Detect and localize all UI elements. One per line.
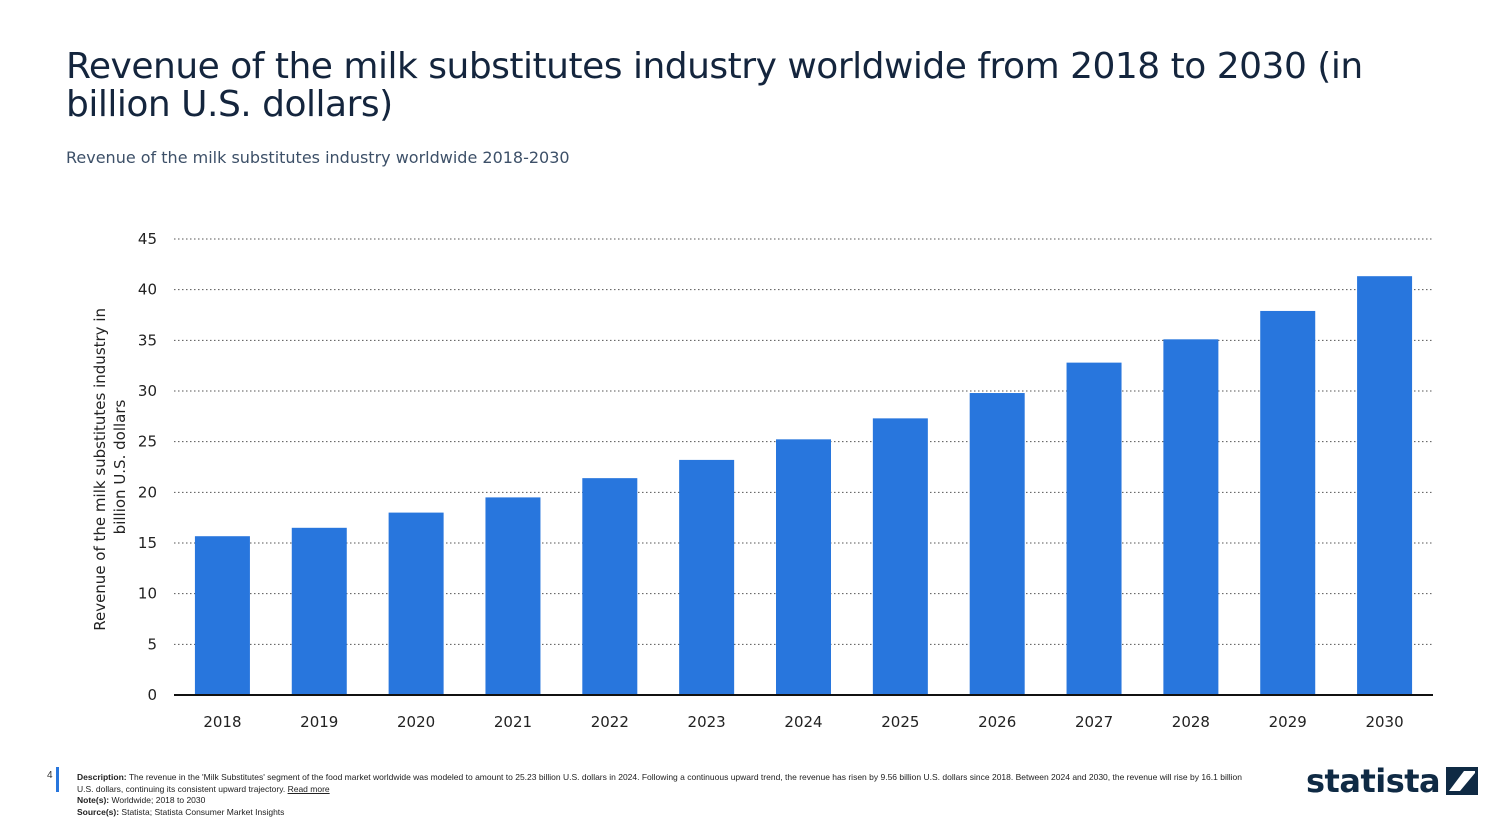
bar-2021[interactable] — [485, 497, 541, 695]
bar-2025[interactable] — [872, 418, 928, 695]
y-axis-label-line-2: billion U.S. dollars — [111, 399, 129, 534]
chart-title: Revenue of the milk substitutes industry… — [66, 46, 1363, 125]
y-tick-label: 5 — [147, 635, 157, 653]
x-tick-label: 2022 — [591, 713, 629, 731]
description-text: The revenue in the 'Milk Substitutes' se… — [77, 772, 1242, 794]
y-axis-ticks: 0 5 10 15 20 25 30 35 40 45 — [138, 230, 157, 704]
bar-2024[interactable] — [776, 439, 831, 695]
y-tick-label: 20 — [138, 483, 157, 501]
y-axis-label-line-1: Revenue of the milk substitutes industry… — [91, 308, 109, 631]
x-tick-label: 2020 — [397, 713, 435, 731]
x-tick-label: 2030 — [1365, 713, 1403, 731]
source-text: Statista; Statista Consumer Market Insig… — [121, 806, 285, 817]
notes-label: Note(s): — [77, 795, 110, 805]
notes-line: Note(s): Worldwide; 2018 to 2030 — [77, 795, 1257, 807]
bar-2023[interactable] — [679, 459, 735, 695]
bar-chart: 2018 2019 2020 2021 2022 2023 2024 2025 2026 2027… — [91, 230, 1433, 731]
description-label: Description: — [77, 772, 127, 782]
bar-2030[interactable] — [1357, 276, 1413, 695]
bar-2020[interactable] — [388, 512, 444, 695]
y-tick-label: 30 — [138, 382, 157, 400]
bar-2026[interactable] — [969, 393, 1025, 695]
x-tick-label: 2026 — [978, 713, 1016, 731]
footer-notes: Description: The revenue in the 'Milk Su… — [77, 772, 1257, 818]
chart-subtitle: Revenue of the milk substitutes industry… — [66, 148, 570, 167]
statista-logo[interactable]: statista — [1306, 762, 1479, 800]
logo-text: statista — [1306, 762, 1441, 800]
y-tick-label: 10 — [138, 585, 157, 603]
x-tick-label: 2025 — [881, 713, 919, 731]
y-tick-label: 40 — [138, 281, 157, 299]
x-axis-ticks: 2018 2019 2020 2021 2022 2023 2024 2025 2026 2027… — [203, 713, 1403, 731]
description-line: Description: The revenue in the 'Milk Su… — [77, 772, 1257, 795]
notes-text: Worldwide; 2018 to 2030 — [111, 795, 206, 805]
page-number: 4 — [47, 770, 53, 781]
x-tick-label: 2027 — [1075, 713, 1113, 731]
bar-2029[interactable] — [1260, 310, 1316, 695]
read-more-link[interactable]: Read more — [287, 783, 330, 794]
x-tick-label: 2018 — [203, 713, 241, 731]
page-marker — [56, 767, 59, 792]
y-tick-label: 25 — [138, 433, 157, 451]
y-tick-label: 35 — [138, 331, 157, 349]
x-tick-label: 2021 — [494, 713, 532, 731]
x-tick-label: 2028 — [1172, 713, 1210, 731]
x-tick-label: 2024 — [784, 713, 822, 731]
x-tick-label: 2019 — [300, 713, 338, 731]
y-axis-label: Revenue of the milk substitutes industry… — [91, 303, 129, 631]
y-tick-label: 0 — [147, 686, 157, 704]
y-tick-label: 45 — [138, 230, 157, 248]
y-tick-label: 15 — [138, 534, 157, 552]
bar-2022[interactable] — [582, 478, 638, 695]
x-tick-label: 2023 — [688, 713, 726, 731]
bars — [194, 276, 1413, 695]
bar-2028[interactable] — [1163, 339, 1219, 695]
x-tick-label: 2029 — [1269, 713, 1307, 731]
bar-2019[interactable] — [291, 527, 347, 695]
bar-2027[interactable] — [1066, 362, 1122, 695]
bar-2018[interactable] — [194, 536, 250, 695]
source-label: Source(s): — [77, 806, 120, 817]
statista-logo-icon — [1446, 767, 1479, 795]
source-line: Source(s): Statista; Statista Consumer M… — [77, 807, 1257, 819]
